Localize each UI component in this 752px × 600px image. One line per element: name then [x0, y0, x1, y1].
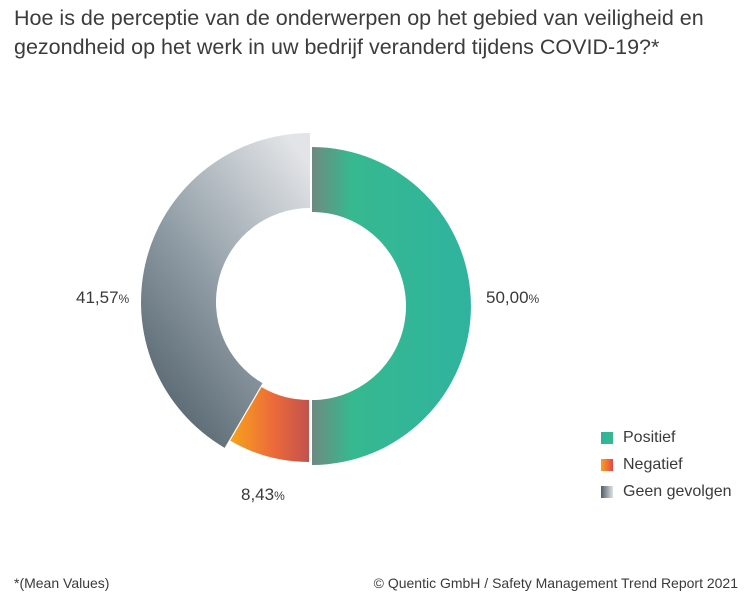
legend-label-positief: Positief: [623, 428, 676, 446]
legend-label-geen-gevolgen: Geen gevolgen: [623, 482, 732, 500]
legend: Positief Negatief Geen gevolgen: [601, 424, 732, 505]
slice-positief: [312, 147, 471, 465]
legend-swatch-geen-gevolgen: [601, 485, 613, 498]
legend-item-positief: Positief: [601, 424, 732, 451]
legend-swatch-positief: [601, 431, 613, 444]
legend-label-negatief: Negatief: [623, 455, 683, 473]
legend-item-geen-gevolgen: Geen gevolgen: [601, 478, 732, 505]
labels-layer: 50,00% 8,43% 41,57%: [76, 288, 540, 504]
slice-geen-gevolgen: [140, 133, 310, 448]
slice-negatief: [230, 387, 309, 462]
footnote: *(Mean Values): [14, 575, 110, 591]
legend-swatch-negatief: [601, 458, 613, 471]
slices-layer: [140, 133, 471, 465]
copyright-credit: © Quentic GmbH / Safety Management Trend…: [373, 575, 738, 591]
legend-item-negatief: Negatief: [601, 451, 732, 478]
value-label-negatief: 8,43%: [241, 485, 285, 504]
chart-title: Hoe is de perceptie van de onderwerpen o…: [14, 6, 704, 59]
value-label-geen-gevolgen: 41,57%: [76, 288, 130, 307]
value-label-positief: 50,00%: [486, 288, 540, 307]
